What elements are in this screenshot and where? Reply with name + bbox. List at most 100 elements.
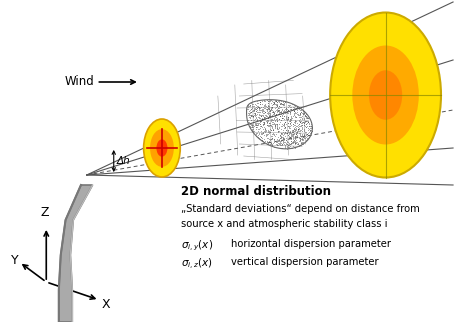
Point [264, 123, 272, 128]
Point [288, 106, 295, 111]
Point [261, 105, 269, 110]
Point [290, 143, 297, 148]
Point [260, 109, 267, 114]
Point [308, 128, 316, 134]
Point [264, 110, 271, 115]
Point [284, 127, 292, 132]
Point [297, 137, 305, 142]
Point [299, 135, 307, 140]
Point [266, 137, 274, 143]
Point [276, 143, 283, 148]
Point [281, 125, 289, 130]
Point [293, 134, 301, 139]
Point [277, 126, 284, 131]
Point [282, 141, 289, 146]
Point [254, 111, 261, 116]
Point [300, 109, 308, 114]
Point [288, 115, 296, 120]
Point [291, 122, 298, 127]
Point [304, 126, 311, 131]
Point [280, 109, 287, 114]
Point [285, 140, 293, 145]
Point [257, 108, 264, 113]
Point [281, 130, 288, 135]
Point [271, 113, 278, 118]
Point [281, 125, 289, 130]
Point [262, 133, 270, 138]
Point [296, 118, 304, 123]
Point [283, 115, 290, 120]
Point [289, 138, 297, 144]
Point [273, 108, 281, 113]
Point [259, 105, 266, 110]
Point [275, 104, 283, 109]
Point [285, 136, 292, 141]
Point [261, 101, 269, 107]
Point [283, 109, 291, 115]
Point [263, 131, 270, 136]
Point [275, 108, 283, 113]
Point [285, 103, 292, 109]
Point [291, 140, 299, 146]
Point [256, 105, 264, 110]
Point [274, 105, 282, 110]
Point [279, 135, 287, 140]
Point [259, 109, 267, 114]
Point [281, 134, 289, 139]
Point [267, 106, 275, 111]
Text: horizontal dispersion parameter: horizontal dispersion parameter [231, 239, 392, 249]
Point [296, 137, 303, 142]
Point [248, 128, 255, 133]
Point [284, 142, 292, 147]
Point [258, 124, 266, 129]
Point [268, 141, 275, 146]
Point [265, 110, 273, 115]
Point [273, 122, 281, 127]
Point [285, 131, 292, 136]
Point [285, 125, 293, 130]
Point [260, 115, 268, 120]
Point [295, 105, 302, 110]
Point [301, 113, 309, 118]
Point [255, 104, 263, 109]
Point [256, 101, 264, 107]
Point [267, 137, 275, 142]
Point [292, 134, 299, 139]
Point [292, 113, 299, 118]
Point [253, 121, 261, 126]
Point [268, 131, 276, 136]
Point [284, 107, 292, 112]
Point [250, 103, 258, 109]
Point [261, 98, 268, 103]
Point [294, 127, 301, 132]
Point [275, 107, 283, 112]
Point [292, 128, 299, 133]
Point [301, 113, 309, 118]
Point [304, 132, 312, 137]
Point [293, 107, 301, 112]
Point [279, 134, 287, 139]
Point [297, 128, 305, 133]
Point [299, 120, 306, 125]
Point [256, 99, 264, 104]
Point [296, 120, 304, 125]
Point [248, 124, 256, 129]
Point [289, 136, 297, 141]
Point [246, 109, 254, 114]
Point [269, 127, 276, 132]
Point [265, 112, 273, 117]
Point [265, 130, 273, 135]
Point [293, 106, 301, 111]
Point [260, 122, 268, 127]
Point [276, 140, 284, 145]
Point [265, 139, 273, 144]
Point [268, 136, 275, 141]
Point [283, 135, 290, 140]
Point [285, 129, 293, 135]
Point [279, 129, 287, 134]
Point [275, 106, 283, 111]
Point [303, 132, 311, 137]
Point [249, 113, 257, 118]
Point [283, 143, 291, 148]
Point [306, 135, 313, 140]
